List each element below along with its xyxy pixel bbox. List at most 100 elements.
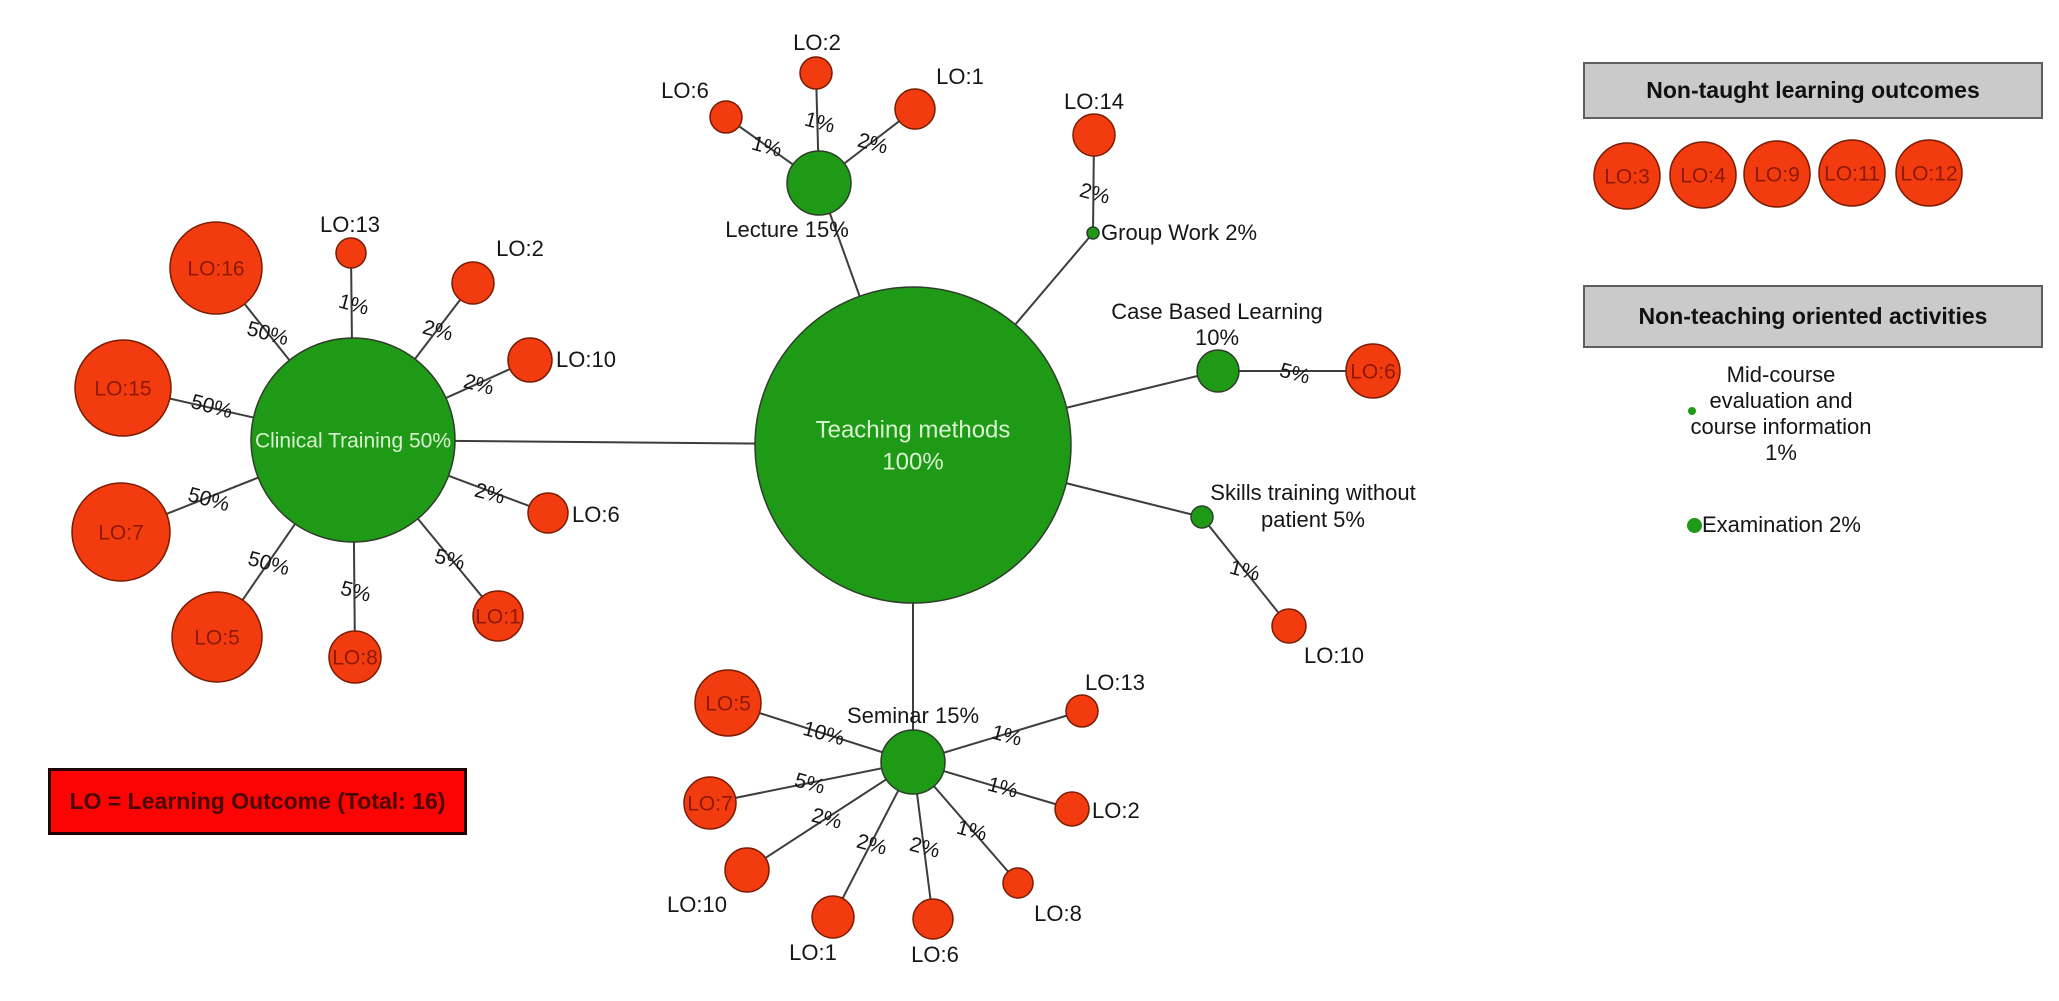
label-s10: LO:10 <box>1304 643 1364 668</box>
label-clinical: Clinical Training 50% <box>255 429 451 452</box>
label-l2: LO:2 <box>793 30 841 55</box>
node-skills <box>1190 505 1214 529</box>
edge-label-groupwork-g14: 2% <box>1077 179 1112 209</box>
lo-legend-label: LO = Learning Outcome (Total: 16) <box>69 788 446 814</box>
node-c10 <box>507 337 553 383</box>
label-lecture: Lecture 15% <box>725 217 849 242</box>
edge-label-clinical-c16: 50% <box>244 317 291 350</box>
examination-item: Examination 2% <box>1687 512 1861 538</box>
node-cbl <box>1196 349 1240 393</box>
edge-label-clinical-c7: 50% <box>185 483 232 516</box>
mid-course-line: course information <box>1690 414 1872 439</box>
edge-label-clinical-c15: 50% <box>188 390 235 423</box>
examination-label: Examination 2% <box>1702 512 1861 537</box>
mid-course-dot-icon <box>1688 407 1696 415</box>
node-clinical <box>250 337 456 543</box>
edge-label-skills-s10: 1% <box>1227 556 1262 586</box>
label-m5: LO:5 <box>705 692 751 715</box>
node-groupwork <box>1086 226 1100 240</box>
node-c16 <box>169 221 263 315</box>
node-c15 <box>74 339 172 437</box>
label-r11: LO:11 <box>1824 162 1880 185</box>
label-c1: LO:1 <box>475 605 521 628</box>
edge-label-seminar-m10: 2% <box>809 804 844 834</box>
node-l6 <box>709 100 743 134</box>
node-m6 <box>912 898 954 940</box>
label-layer: Teaching methods 100% Clinical Training 50… <box>94 30 1957 967</box>
edge-label-clinical-c6: 2% <box>472 479 507 509</box>
node-r4 <box>1669 141 1737 209</box>
label-l6: LO:6 <box>661 78 709 103</box>
edge-label-clinical-c5: 50% <box>245 547 292 580</box>
node-c13 <box>335 237 367 269</box>
non-taught-header: Non-taught learning outcomes <box>1583 62 2043 119</box>
label-r9: LO:9 <box>1754 163 1800 186</box>
label-m8: LO:8 <box>1034 901 1082 926</box>
non-teaching-header-label: Non-teaching oriented activities <box>1638 303 1988 329</box>
edge-label-lecture-l6: 1% <box>749 132 784 162</box>
label-m1: LO:1 <box>789 940 837 965</box>
non-taught-header-label: Non-taught learning outcomes <box>1646 77 1980 103</box>
edge-seminar-m10 <box>746 761 914 871</box>
label-m13: LO:13 <box>1085 670 1145 695</box>
edge-seminar-m7 <box>709 761 914 804</box>
label-skills: patient 5% <box>1261 507 1365 532</box>
node-m8 <box>1002 867 1034 899</box>
label-m10: LO:10 <box>667 892 727 917</box>
node-c2 <box>451 261 495 305</box>
node-teaching <box>754 286 1072 604</box>
label-groupwork: Group Work 2% <box>1101 220 1257 245</box>
edge-label-clinical-c1: 5% <box>432 545 467 575</box>
label-teaching: 100% <box>882 448 943 475</box>
node-g14 <box>1072 113 1116 157</box>
node-m1 <box>811 895 855 939</box>
edge-label-seminar-m13: 1% <box>989 721 1024 751</box>
label-c16: LO:16 <box>187 257 244 280</box>
mid-course-line: evaluation and <box>1709 388 1853 413</box>
label-r4: LO:4 <box>1680 164 1726 187</box>
label-c6: LO:6 <box>572 502 620 527</box>
mid-course-line: Mid-course <box>1726 362 1836 387</box>
node-c1 <box>472 590 524 642</box>
node-m13 <box>1065 694 1099 728</box>
node-layer <box>71 56 1963 940</box>
node-m2 <box>1054 791 1090 827</box>
node-c6 <box>527 492 569 534</box>
label-r3: LO:3 <box>1604 165 1650 188</box>
node-m7 <box>683 776 737 830</box>
edge-label-seminar-m2: 1% <box>985 773 1020 803</box>
label-c5: LO:5 <box>194 626 240 649</box>
node-r11 <box>1818 139 1886 207</box>
edge-label-clinical-c8: 5% <box>338 577 373 607</box>
label-seminar: Seminar 15% <box>847 703 979 728</box>
edge-label-cbl-b6: 5% <box>1277 359 1312 389</box>
node-c8 <box>328 630 382 684</box>
node-m10 <box>724 847 770 893</box>
label-r12: LO:12 <box>1900 162 1957 185</box>
node-l1 <box>894 88 936 130</box>
label-c13: LO:13 <box>320 212 380 237</box>
node-c7 <box>71 482 171 582</box>
node-m5 <box>694 669 762 737</box>
node-r3 <box>1593 142 1661 210</box>
edge-label-lecture-l2: 1% <box>802 108 837 138</box>
label-l1: LO:1 <box>936 64 984 89</box>
label-m7: LO:7 <box>687 792 733 815</box>
mid-course-item: Mid-course evaluation and course informa… <box>1641 362 1921 466</box>
label-c10: LO:10 <box>556 347 616 372</box>
edge-label-seminar-m6: 2% <box>907 833 942 863</box>
label-c8: LO:8 <box>332 646 378 669</box>
edge-label-clinical-c2: 2% <box>420 316 455 346</box>
edge-label-clinical-c13: 1% <box>336 290 371 320</box>
label-teaching: Teaching methods <box>816 416 1011 443</box>
label-c15: LO:15 <box>94 377 151 400</box>
examination-dot-icon <box>1687 517 1702 533</box>
node-r9 <box>1743 140 1811 208</box>
node-l2 <box>799 56 833 90</box>
edge-label-seminar-m7: 5% <box>792 769 827 799</box>
label-m2: LO:2 <box>1092 798 1140 823</box>
lo-legend-box: LO = Learning Outcome (Total: 16) <box>48 768 467 835</box>
label-g14: LO:14 <box>1064 89 1124 114</box>
